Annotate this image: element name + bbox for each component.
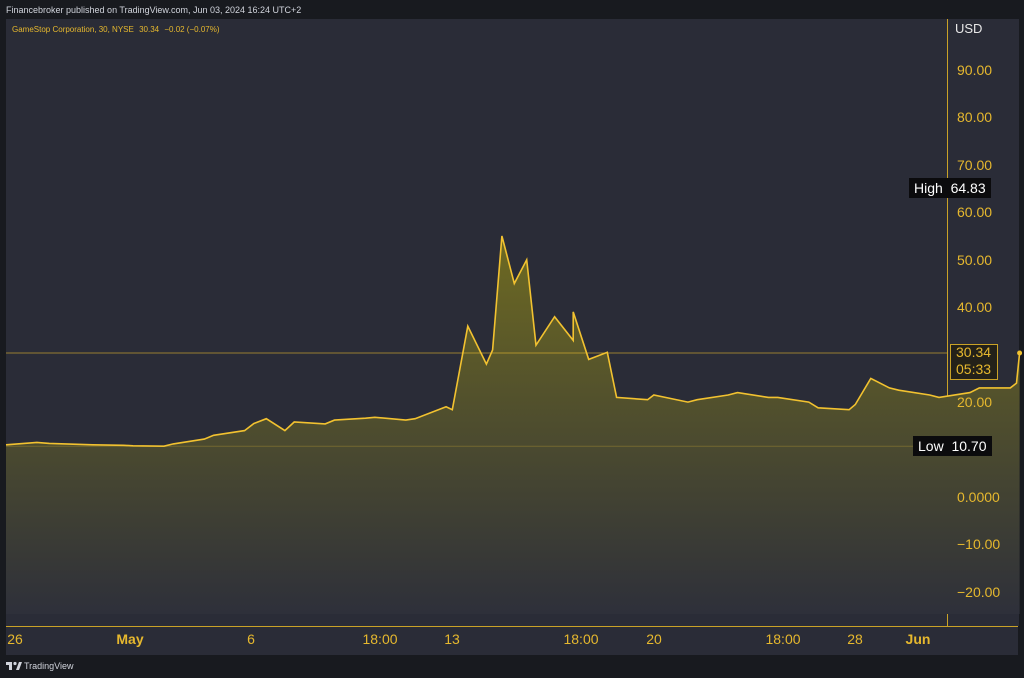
legend-change: −0.02 (−0.07%) <box>164 25 220 34</box>
time-axis[interactable] <box>6 626 1018 655</box>
high-marker-label: High <box>914 180 943 196</box>
y-tick-label: 90.00 <box>957 62 993 78</box>
top-bar: Financebroker published on TradingView.c… <box>0 0 1024 20</box>
x-tick-label: 26 <box>7 631 23 647</box>
last-price-box <box>950 344 998 380</box>
footer <box>0 655 1024 678</box>
bar-countdown-label: 05:33 <box>956 361 992 377</box>
low-marker-label: Low <box>918 438 944 454</box>
last-price-label: 30.34 <box>956 344 992 360</box>
tradingview-brand[interactable]: TradingView <box>24 661 74 671</box>
chart-legend: GameStop Corporation, 30, NYSE 30.34 −0.… <box>12 25 223 34</box>
legend-symbol: GameStop Corporation, 30, NYSE <box>12 25 134 34</box>
x-tick-label: 20 <box>646 631 662 647</box>
y-tick-label: 40.00 <box>957 299 993 315</box>
y-tick-label: 50.00 <box>957 252 993 268</box>
y-tick-label: −10.00 <box>957 536 1001 552</box>
x-tick-label: 18:00 <box>563 631 599 647</box>
legend-last-price: 30.34 <box>139 25 160 34</box>
y-tick-label: 0.0000 <box>957 489 1000 505</box>
chart-pane[interactable] <box>6 19 947 626</box>
x-tick-label: 13 <box>444 631 460 647</box>
y-tick-label: 80.00 <box>957 109 993 125</box>
y-tick-label: 60.00 <box>957 204 993 220</box>
x-tick-label: Jun <box>905 631 931 647</box>
low-marker-value: 10.70 <box>951 438 987 454</box>
tradingview-logo-icon[interactable] <box>6 660 22 672</box>
x-tick-label: 28 <box>847 631 863 647</box>
x-tick-label: 18:00 <box>765 631 801 647</box>
y-tick-label: 70.00 <box>957 157 993 173</box>
y-tick-label: 20.00 <box>957 394 993 410</box>
x-tick-label: 18:00 <box>362 631 398 647</box>
high-marker-value: 64.83 <box>950 180 986 196</box>
low-marker: Low 10.70 <box>913 436 992 456</box>
high-marker: High 64.83 <box>909 178 991 198</box>
x-tick-label: 6 <box>247 631 255 647</box>
published-info: Financebroker published on TradingView.c… <box>6 5 302 15</box>
currency-label[interactable]: USD <box>955 21 983 36</box>
y-tick-label: −20.00 <box>957 584 1001 600</box>
x-tick-label: May <box>116 631 144 647</box>
